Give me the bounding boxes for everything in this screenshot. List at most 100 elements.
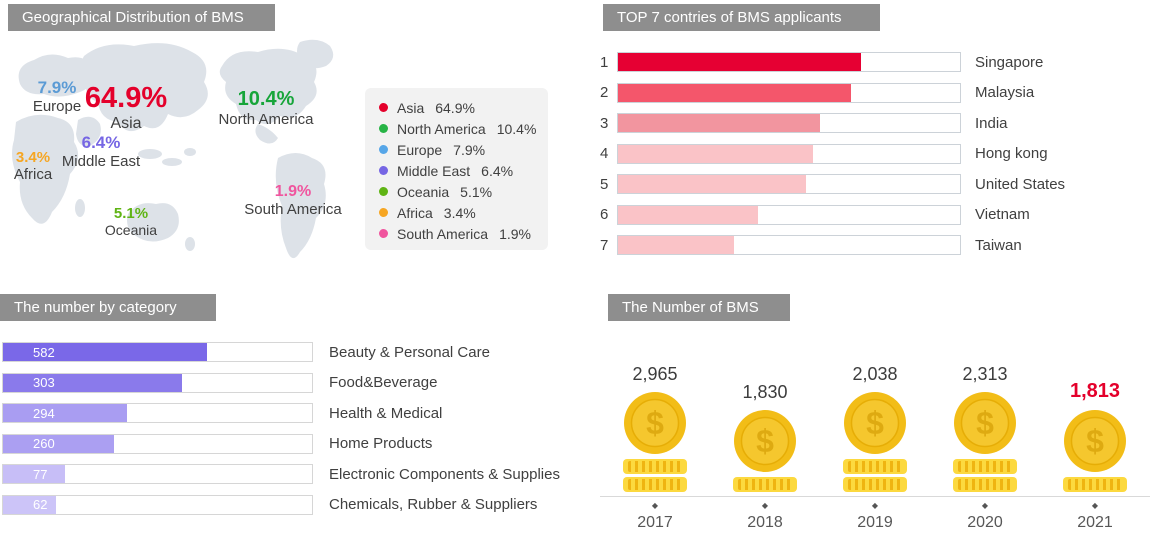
region-oceania: 5.1% Oceania — [96, 205, 166, 238]
region-value: 3.4% — [15, 149, 51, 166]
rank-label: 2 — [600, 84, 609, 101]
bar-track: 294 — [2, 403, 313, 423]
rank-label: 6 — [600, 206, 609, 223]
region-value: 6.4% — [81, 133, 121, 152]
year-axis-cell: ◆ 2021 — [1040, 501, 1150, 532]
region-name: North America — [218, 111, 314, 128]
category-label: Food&Beverage — [329, 374, 438, 391]
year-label: 2018 — [747, 514, 783, 531]
coin-icon: $ — [954, 392, 1016, 454]
region-value: 10.4% — [237, 88, 295, 110]
year-column: 1,813 $ — [1040, 380, 1150, 492]
bar-track: 77 — [2, 464, 313, 484]
category-bar-row: 303 Food&Beverage — [2, 372, 560, 393]
year-column: 2,038 $ — [820, 364, 930, 492]
region-south-america: 1.9% South America — [241, 183, 345, 219]
legend-value: 3.4% — [443, 204, 476, 221]
coin-stack — [953, 477, 1017, 492]
country-label: Malaysia — [975, 84, 1035, 101]
country-label: Taiwan — [975, 236, 1022, 254]
legend-name: Middle East — [397, 162, 471, 179]
rank-label: 3 — [600, 114, 609, 132]
svg-text:$: $ — [1086, 423, 1104, 459]
timeline-axis — [600, 496, 1150, 497]
svg-text:$: $ — [646, 405, 664, 441]
bar-value: 62 — [33, 497, 48, 512]
bar-fill — [618, 236, 735, 254]
coin-stack — [953, 459, 1017, 474]
legend-item: Oceania 5.1% — [379, 181, 548, 202]
bar-track — [617, 113, 961, 133]
legend-item: Middle East 6.4% — [379, 160, 548, 181]
legend-name: Asia — [397, 99, 425, 116]
world-map — [12, 39, 334, 259]
region-asia: 64.9% Asia — [76, 82, 176, 134]
year-label: 2020 — [967, 514, 1003, 531]
bar-fill — [618, 114, 820, 132]
geo-legend: Asia 64.9% North America 10.4% Europe 7.… — [365, 88, 548, 250]
coin-icon: $ — [734, 410, 796, 472]
top7-bar-chart: 1 Singapore 2 Malaysia 3 India 4 Hong ko… — [600, 52, 1065, 266]
coin-icon: $ — [1064, 410, 1126, 472]
year-column: 2,313 $ — [930, 364, 1040, 492]
country-bar-row: 2 Malaysia — [600, 82, 1065, 103]
year-value: 2,965 — [632, 364, 678, 384]
coin-icon: $ — [624, 392, 686, 454]
diamond-marker: ◆ — [651, 501, 659, 510]
rank-label: 7 — [600, 236, 609, 254]
bar-value: 303 — [33, 375, 55, 390]
region-value: 7.9% — [37, 78, 77, 97]
bar-track: 303 — [2, 372, 313, 393]
coin-icon: $ — [844, 392, 906, 454]
bms-panel-title: The Number of BMS — [608, 294, 790, 321]
category-panel-title: The number by category — [0, 294, 216, 321]
geo-panel-title: Geographical Distribution of BMS — [8, 4, 275, 31]
region-name: Africa — [13, 166, 53, 184]
year-label: 2019 — [857, 514, 893, 531]
legend-name: Oceania — [397, 183, 450, 200]
legend-dot — [379, 145, 388, 154]
bar-track — [617, 174, 961, 194]
bar-fill — [618, 83, 851, 102]
legend-value: 1.9% — [499, 225, 531, 242]
region-north-america: 10.4% North America — [206, 88, 326, 128]
year-column: 2,965 $ — [600, 364, 710, 492]
country-bar-row: 4 Hong kong — [600, 143, 1065, 164]
diamond-marker: ◆ — [981, 501, 989, 510]
bar-track: 260 — [2, 433, 313, 454]
category-bar-row: 582 Beauty & Personal Care — [2, 342, 560, 362]
bar-track — [617, 82, 961, 103]
year-axis-cell: ◆ 2020 — [930, 501, 1040, 532]
bar-fill — [618, 53, 861, 71]
legend-dot — [379, 103, 388, 112]
coin-stack — [1063, 477, 1127, 492]
bar-fill: 582 — [3, 343, 207, 361]
bar-fill: 62 — [3, 495, 56, 514]
top7-panel-title: TOP 7 contries of BMS applicants — [603, 4, 880, 31]
legend-item: Asia 64.9% — [379, 97, 548, 118]
svg-text:$: $ — [976, 405, 994, 441]
category-bar-chart: 582 Beauty & Personal Care 303 Food&Beve… — [2, 342, 560, 525]
region-name: Oceania — [104, 222, 158, 239]
region-value: 64.9% — [84, 82, 168, 114]
region-value: 1.9% — [274, 183, 312, 200]
legend-value: 10.4% — [496, 120, 537, 137]
country-label: Hong kong — [975, 145, 1048, 162]
legend-dot — [379, 187, 388, 196]
bar-value: 260 — [33, 436, 55, 451]
region-name: Europe — [32, 97, 82, 115]
diamond-marker: ◆ — [761, 501, 769, 510]
country-label: United States — [975, 175, 1066, 193]
country-label: India — [975, 114, 1008, 132]
category-bar-row: 62 Chemicals, Rubber & Suppliers — [2, 494, 560, 515]
legend-name: Europe — [397, 141, 443, 158]
region-name: Middle East — [61, 152, 141, 170]
country-bar-row: 7 Taiwan — [600, 235, 1065, 255]
category-label: Home Products — [329, 435, 433, 452]
bar-track: 62 — [2, 494, 313, 515]
svg-text:$: $ — [866, 405, 884, 441]
year-value: 2,313 — [962, 364, 1008, 384]
rank-label: 4 — [600, 145, 609, 162]
year-value: 1,813 — [1069, 380, 1121, 402]
category-label: Beauty & Personal Care — [329, 343, 490, 361]
